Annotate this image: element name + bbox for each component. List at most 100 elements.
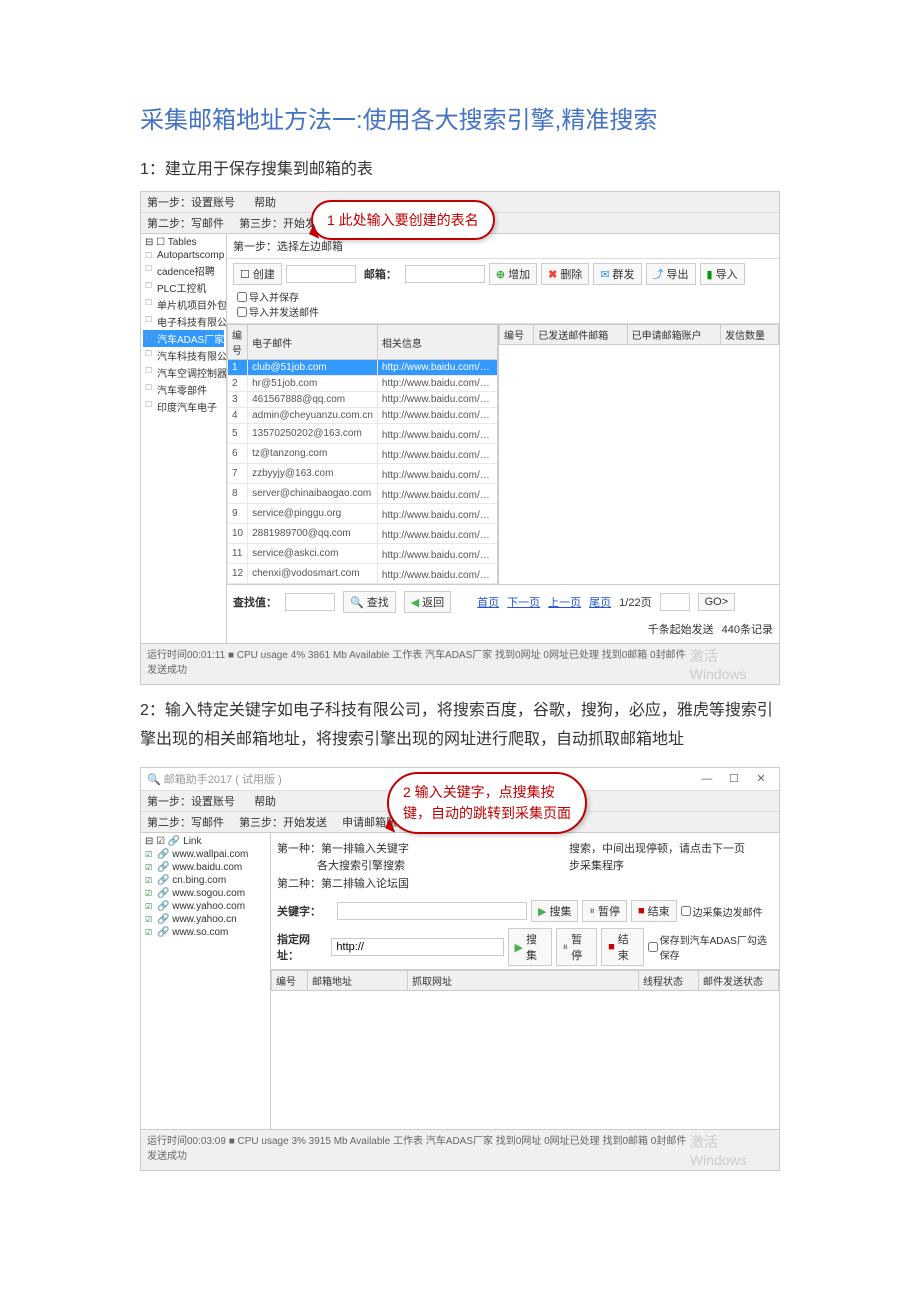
mass-send-button[interactable]: ✉ 群发 xyxy=(593,263,641,285)
import-button[interactable]: ▮ 导入 xyxy=(700,263,745,285)
import-save-checkbox[interactable]: 导入并保存 xyxy=(237,289,319,304)
close-button[interactable]: ✕ xyxy=(749,772,773,785)
tree-item[interactable]: 电子科技有限公 xyxy=(143,313,224,330)
col-r-0[interactable]: 编号 xyxy=(500,325,534,345)
pause-button-2[interactable]: ⏸ 暂停 xyxy=(556,928,597,966)
tree-item[interactable]: cadence招聘 xyxy=(143,262,224,279)
col2-1[interactable]: 邮箱地址 xyxy=(308,971,408,991)
table-row[interactable]: 7zzbyyjy@163.comhttp://www.baidu.com/s?w… xyxy=(228,464,498,484)
mailbox-input[interactable] xyxy=(405,265,485,283)
collect-button-2[interactable]: ▶ 搜集 xyxy=(508,928,552,966)
table-row[interactable]: 11service@askci.comhttp://www.baidu.com/… xyxy=(228,544,498,564)
tree-item[interactable]: 汽车科技有限公 xyxy=(143,347,224,364)
tree-item[interactable]: 🔗 www.yahoo.com xyxy=(143,900,268,913)
page-input[interactable] xyxy=(660,593,690,611)
table-row[interactable]: 6tz@tanzong.comhttp://www.baidu.com/s?wd… xyxy=(228,444,498,464)
tree-item[interactable]: 汽车零部件 xyxy=(143,381,224,398)
home-link[interactable]: 首页 xyxy=(477,594,499,610)
end-button-1[interactable]: ■ 结束 xyxy=(631,900,677,922)
tree-item[interactable]: 印度汽车电子 xyxy=(143,398,224,415)
col-r-1[interactable]: 已发送邮件邮箱 xyxy=(534,325,627,345)
table-row[interactable]: 4admin@cheyuanzu.com.cnhttp://www.baidu.… xyxy=(228,408,498,424)
table-row[interactable]: 102881989700@qq.comhttp://www.baidu.com/… xyxy=(228,524,498,544)
url-input[interactable] xyxy=(331,938,503,956)
menu2-step1[interactable]: 第一步：设置账号 xyxy=(147,796,235,808)
export-button[interactable]: ⤴ 导出 xyxy=(646,263,696,285)
table-row[interactable]: 9service@pinggu.orghttp://www.baidu.com/… xyxy=(228,504,498,524)
col-r-2[interactable]: 已申请邮箱账户 xyxy=(627,325,720,345)
save-to-checkbox[interactable]: 保存到汽车ADAS厂勾选保存 xyxy=(648,932,773,962)
find-button[interactable]: 🔍 查找 xyxy=(343,591,396,613)
tree-item[interactable]: 🔗 www.so.com xyxy=(143,926,268,939)
menu2-help[interactable]: 帮助 xyxy=(254,796,276,808)
tree-item[interactable]: 🔗 www.sogou.com xyxy=(143,887,268,900)
tree-root-2[interactable]: ⊟ ☑ 🔗 Link xyxy=(143,835,268,848)
minimize-button[interactable]: — xyxy=(695,773,719,785)
col-r-3[interactable]: 发信数量 xyxy=(721,325,779,345)
watermark-2: 激活 Windows xyxy=(690,1132,773,1168)
tree-root[interactable]: ⊟ ☐ Tables xyxy=(143,236,224,249)
col-info[interactable]: 相关信息 xyxy=(377,325,497,360)
back-button[interactable]: ◀ 返回 xyxy=(404,591,451,613)
prev-link[interactable]: 上一页 xyxy=(548,594,581,610)
col2-4[interactable]: 邮件发送状态 xyxy=(699,971,779,991)
find-input[interactable] xyxy=(285,593,335,611)
tab2-0[interactable]: 第二步：写邮件 xyxy=(147,817,224,829)
keyword-input[interactable] xyxy=(337,902,527,920)
email-table: 编号 电子邮件 相关信息 1club@51job.comhttp://www.b… xyxy=(227,324,499,584)
last-link[interactable]: 尾页 xyxy=(589,594,611,610)
create-button[interactable]: ☐ 创建 xyxy=(233,263,282,285)
end-button-2[interactable]: ■ 结束 xyxy=(601,928,644,966)
table-row[interactable]: 2hr@51job.comhttp://www.baidu.com/s?ie=u… xyxy=(228,376,498,392)
toolbar: ☐ 创建 邮箱： ⊕ 增加 ✖ 删除 ✉ 群发 ⤴ 导出 ▮ 导入 导入并保存 … xyxy=(227,259,779,324)
send-while-checkbox[interactable]: 边采集边发邮件 xyxy=(681,904,763,919)
collect-button-1[interactable]: ▶ 搜集 xyxy=(531,900,578,922)
export-icon: ⤴ xyxy=(653,266,664,282)
add-button[interactable]: ⊕ 增加 xyxy=(489,263,537,285)
col2-2[interactable]: 抓取网址 xyxy=(408,971,639,991)
tree-item[interactable]: PLC工控机 xyxy=(143,279,224,296)
pager-bar: 查找值： 🔍 查找 ◀ 返回 首页 下一页 上一页 尾页 1/22页 GO> 千… xyxy=(227,584,779,643)
next-link[interactable]: 下一页 xyxy=(507,594,540,610)
tree-item[interactable]: Autopartscomp xyxy=(143,249,224,262)
tree-item[interactable]: 🔗 www.wallpai.com xyxy=(143,848,268,861)
tree-item[interactable]: 汽车ADAS厂家 xyxy=(143,330,224,347)
import-icon: ▮ xyxy=(707,268,713,281)
table-row[interactable]: 12chenxi@vodosmart.comhttp://www.baidu.c… xyxy=(228,564,498,584)
table-row[interactable]: 513570250202@163.comhttp://www.baidu.com… xyxy=(228,424,498,444)
table-row[interactable]: 8server@chinaibaogao.comhttp://www.baidu… xyxy=(228,484,498,504)
tree-item[interactable]: 🔗 www.baidu.com xyxy=(143,861,268,874)
back-icon: ◀ xyxy=(411,596,419,609)
page-indicator: 1/22页 xyxy=(619,594,651,610)
col2-0[interactable]: 编号 xyxy=(272,971,308,991)
menu-help[interactable]: 帮助 xyxy=(254,197,276,209)
tree-item[interactable]: 单片机项目外包 xyxy=(143,296,224,313)
delete-icon: ✖ xyxy=(548,268,557,281)
import-send-checkbox[interactable]: 导入并发送邮件 xyxy=(237,304,319,319)
mailbox-label: 邮箱： xyxy=(364,266,397,282)
menu-step1[interactable]: 第一步：设置账号 xyxy=(147,197,235,209)
play-icon: ▶ xyxy=(515,941,523,954)
app-title: 🔍 邮箱助手2017 ( 试用版 ) xyxy=(147,771,282,787)
tree-item[interactable]: 🔗 www.yahoo.cn xyxy=(143,913,268,926)
doc-step-2: 2：输入特定关键字如电子科技有限公司，将搜索百度，谷歌，搜狗，必应，雅虎等搜索引… xyxy=(140,697,780,755)
col2-3[interactable]: 线程状态 xyxy=(639,971,699,991)
tab2-1[interactable]: 第三步：开始发送 xyxy=(239,817,327,829)
mail-icon: ✉ xyxy=(600,268,609,281)
create-name-input[interactable] xyxy=(286,265,356,283)
tree-item[interactable]: 🔗 cn.bing.com xyxy=(143,874,268,887)
maximize-button[interactable]: ☐ xyxy=(722,772,746,785)
delete-button[interactable]: ✖ 删除 xyxy=(541,263,589,285)
go-button[interactable]: GO> xyxy=(698,593,736,611)
sent-table: 编号 已发送邮件邮箱 已申请邮箱账户 发信数量 xyxy=(499,324,779,584)
col-email[interactable]: 电子邮件 xyxy=(248,325,378,360)
table-row[interactable]: 1club@51job.comhttp://www.baidu.com/s?ie… xyxy=(228,360,498,376)
watermark: 激活 Windows xyxy=(690,646,773,682)
table-row[interactable]: 3461567888@qq.comhttp://www.baidu.com/s?… xyxy=(228,392,498,408)
col-id[interactable]: 编号 xyxy=(228,325,248,360)
tab-0[interactable]: 第二步：写邮件 xyxy=(147,218,224,230)
tree-item[interactable]: 汽车空调控制器 xyxy=(143,364,224,381)
stop-icon: ■ xyxy=(608,941,615,953)
pause-button-1[interactable]: ⏸ 暂停 xyxy=(582,900,627,922)
status-text: 运行时间00:01:11 ■ CPU usage 4% 3861 Mb Avai… xyxy=(147,646,690,682)
